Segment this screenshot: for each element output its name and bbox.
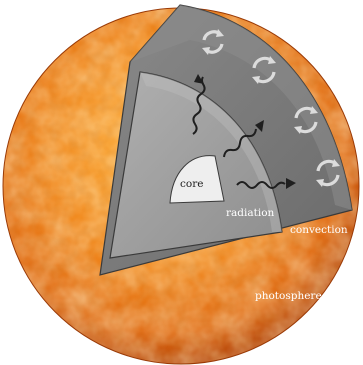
core-label: core [180, 178, 203, 190]
circular-arrows-icon [252, 56, 276, 84]
wavy-arrow-icon [223, 120, 264, 158]
wavy-arrow-icon [236, 178, 296, 189]
convection-label: convection [290, 224, 348, 236]
wavy-arrow-icon [192, 74, 206, 135]
photosphere-label: photosphere [255, 290, 322, 302]
circular-arrows-icon [316, 159, 340, 187]
core [169, 155, 225, 204]
circular-arrows-icon [202, 29, 224, 55]
circular-arrows-icon [294, 106, 318, 134]
radiation-label: radiation [226, 207, 275, 219]
